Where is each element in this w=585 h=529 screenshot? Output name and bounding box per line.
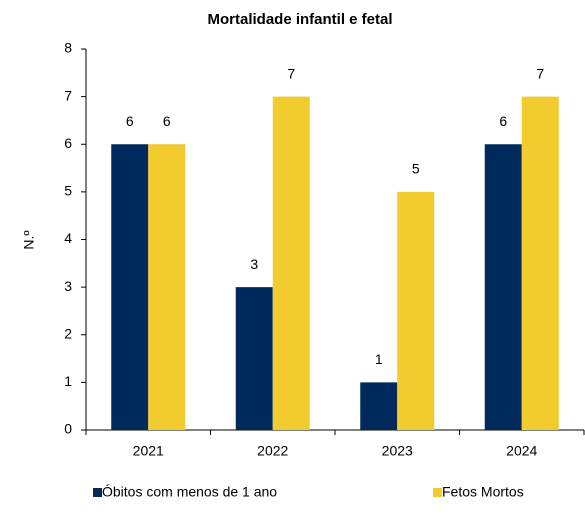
x-tick-label: 2022: [257, 443, 288, 459]
x-tick-label: 2023: [382, 443, 413, 459]
bar: [272, 96, 310, 430]
y-tick-label: 7: [64, 87, 72, 103]
value-label: 5: [412, 161, 420, 177]
bar: [111, 144, 149, 430]
y-tick-label: 3: [64, 278, 72, 294]
y-tick-label: 6: [64, 135, 72, 151]
bar: [235, 287, 273, 430]
value-label: 6: [499, 113, 507, 129]
value-label: 6: [163, 113, 171, 129]
y-axis-label: N.º: [21, 230, 37, 249]
legend-label: Óbitos com menos de 1 ano: [102, 484, 277, 500]
bar: [360, 382, 398, 430]
value-label: 1: [375, 351, 383, 367]
y-tick-label: 0: [64, 421, 72, 437]
value-label: 7: [536, 65, 544, 81]
y-tick-label: 8: [64, 40, 72, 56]
value-label: 7: [287, 65, 295, 81]
legend-swatch: [93, 488, 102, 497]
bar: [484, 144, 522, 430]
legend-swatch: [433, 488, 442, 497]
chart-title: Mortalidade infantil e fetal: [207, 11, 392, 28]
x-tick-label: 2021: [133, 443, 164, 459]
x-tick-label: 2024: [506, 443, 537, 459]
y-tick-label: 5: [64, 183, 72, 199]
legend-label: Fetos Mortos: [442, 484, 524, 500]
bar: [521, 96, 559, 430]
y-tick-label: 1: [64, 373, 72, 389]
bar: [397, 191, 435, 430]
y-tick-label: 2: [64, 325, 72, 341]
value-label: 6: [126, 113, 134, 129]
value-label: 3: [250, 256, 258, 272]
y-tick-label: 4: [64, 230, 72, 246]
bar: [148, 144, 186, 430]
